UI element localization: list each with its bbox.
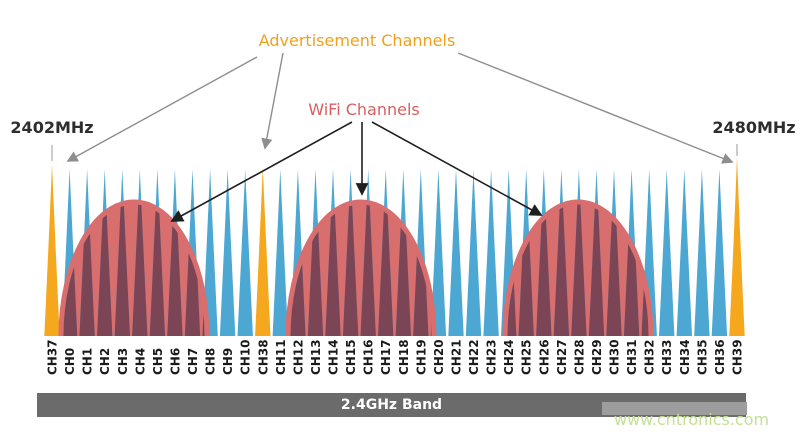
channel-spike-ch23 [483,169,499,336]
channel-label-ch25: CH25 [520,339,534,375]
channel-label-ch31: CH31 [625,339,639,375]
wifi-channels-label: WiFi Channels [308,100,420,119]
channel-label-ch23: CH23 [485,339,499,375]
channel-spike-overlap [378,202,394,336]
channel-spike-overlap [571,202,587,336]
channel-spike-overlap [97,202,113,336]
channel-label-ch22: CH22 [467,339,481,375]
channel-label-ch24: CH24 [502,339,516,375]
channel-label-ch14: CH14 [327,339,341,375]
channel-spike-overlap [149,202,166,336]
channel-label-ch4: CH4 [133,348,147,375]
channel-spike-ch22 [465,169,482,336]
channel-label-ch26: CH26 [537,339,551,375]
channel-label-ch38: CH38 [256,339,270,375]
channel-spike-ch10 [237,169,253,336]
channel-spike-overlap [553,202,570,336]
channel-label-ch28: CH28 [572,339,586,375]
channel-spike-overlap [132,202,148,336]
channel-label-ch2: CH2 [98,348,112,375]
channel-spike-ch34 [676,169,692,336]
channel-spike-overlap [325,202,341,336]
channel-label-ch20: CH20 [432,339,446,375]
channel-label-ch9: CH9 [221,348,235,375]
channel-spike-ch11 [272,169,288,336]
channel-spike-overlap [307,202,324,336]
band-overlay [602,402,747,415]
band-label: 2.4GHz Band [340,397,443,413]
channel-spike-ch9 [219,169,236,336]
channel-spike-ch21 [448,169,464,336]
wifi-hump-outline [285,199,437,337]
freq-start-label: 2402MHz [10,118,94,137]
channel-label-ch11: CH11 [274,339,288,375]
channel-label-ch7: CH7 [186,348,200,375]
advertisement-arrow [261,52,284,150]
channel-spike-overlap [342,202,359,336]
channel-spike-overlap [79,202,95,336]
channel-spike-ch20 [430,169,447,336]
wifi-arrow [170,121,353,222]
watermark: www.cntronics.com [614,410,770,429]
channel-label-ch29: CH29 [590,339,604,375]
channel-spike-overlap [623,202,640,336]
advertisement-channels-label: Advertisement Channels [258,31,456,50]
channel-label-ch35: CH35 [695,339,709,375]
channel-spike-overlap [536,202,552,336]
channel-label-ch0: CH0 [63,348,77,375]
channel-spike-overlap [518,202,534,336]
channel-spike-ch35 [694,169,710,336]
channel-label-ch36: CH36 [713,339,727,375]
channel-label-ch33: CH33 [660,339,674,375]
channel-label-ch17: CH17 [379,339,393,375]
channel-label-ch30: CH30 [608,339,622,375]
channel-label-ch27: CH27 [555,339,569,375]
advertisement-arrow [66,56,258,162]
channel-label-ch3: CH3 [116,348,130,375]
channel-label-ch37: CH37 [46,339,60,375]
channel-label-ch12: CH12 [291,339,305,375]
freq-end-label: 2480MHz [712,118,796,137]
channel-spike-ch8 [202,169,218,336]
channel-spike-overlap [114,202,130,336]
channel-spike-overlap [167,202,183,336]
channel-spike-ch37 [44,164,60,336]
channel-label-ch5: CH5 [151,348,165,375]
wifi-arrow [371,121,543,216]
channel-spike-overlap [606,202,622,336]
channel-label-ch32: CH32 [643,339,657,375]
channel-label-ch16: CH16 [362,339,376,375]
channel-label-ch39: CH39 [731,339,745,375]
channel-label-ch21: CH21 [450,339,464,375]
channel-label-ch34: CH34 [678,339,692,375]
channel-label-ch15: CH15 [344,339,358,375]
channel-spike-ch38 [255,167,271,336]
channel-spike-ch39 [729,156,745,336]
channel-spike-overlap [588,202,605,336]
channel-label-ch8: CH8 [204,348,218,375]
wifi-hump-outline [58,199,210,337]
channel-label-ch1: CH1 [81,348,95,375]
wifi-hump-outline [502,199,654,337]
channel-label-ch18: CH18 [397,339,411,375]
channel-spike-overlap [395,202,411,336]
channel-spike-overlap [360,202,376,336]
channel-spike-ch33 [659,169,675,336]
channel-label-ch6: CH6 [168,348,182,375]
channel-label-ch10: CH10 [239,339,253,375]
channel-label-ch19: CH19 [414,339,428,375]
channel-label-ch13: CH13 [309,339,323,375]
channel-spike-ch36 [711,169,728,336]
advertisement-arrow [457,52,734,164]
